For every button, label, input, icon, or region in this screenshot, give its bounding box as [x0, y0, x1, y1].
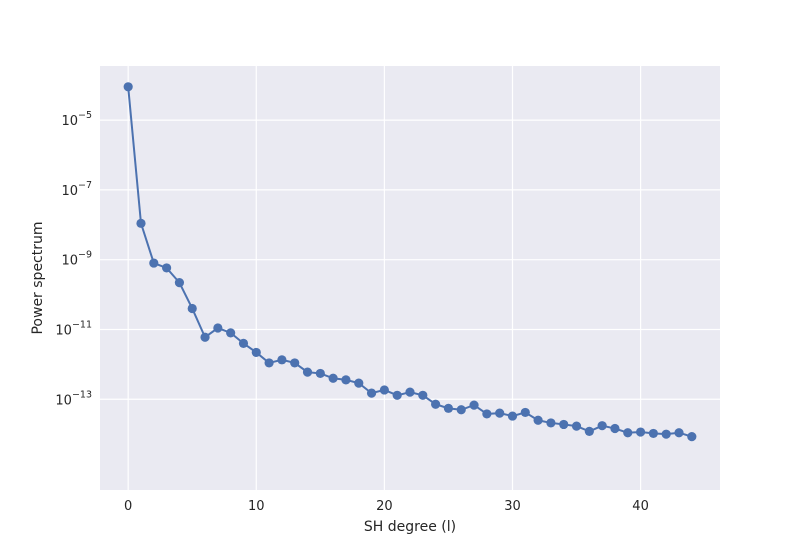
data-point	[354, 378, 364, 388]
grid	[100, 66, 720, 490]
y-tick-label: 10−9	[61, 250, 92, 269]
data-point	[251, 347, 261, 358]
data-point	[213, 323, 223, 333]
plot-area	[100, 66, 720, 490]
data-point	[238, 338, 249, 348]
x-axis-label: SH degree (l)	[364, 519, 456, 535]
data-point	[136, 218, 146, 228]
x-tick-labels: 0 10 20 30 40	[124, 499, 649, 514]
data-point	[315, 368, 325, 379]
data-point	[418, 390, 428, 400]
data-point	[264, 358, 274, 368]
data-point	[366, 388, 377, 398]
data-point	[200, 332, 210, 342]
data-point	[123, 82, 133, 92]
data-point	[533, 415, 543, 425]
data-points	[123, 82, 697, 442]
data-point	[431, 399, 441, 409]
data-point	[584, 426, 594, 437]
x-tick-label: 10	[248, 499, 265, 514]
data-point	[520, 407, 530, 418]
data-point	[661, 429, 671, 439]
data-point	[226, 328, 236, 338]
data-point	[687, 432, 697, 442]
data-point	[635, 427, 646, 437]
y-tick-labels: 10−5 10−7 10−9 10−11 10−13	[55, 110, 92, 408]
data-point	[482, 409, 492, 419]
data-point	[392, 390, 402, 400]
x-tick-label: 40	[632, 499, 649, 514]
data-point	[495, 408, 505, 418]
data-point	[149, 258, 159, 268]
x-tick-label: 0	[124, 499, 132, 514]
y-tick-label: 10−7	[61, 180, 92, 199]
data-point	[469, 400, 479, 410]
x-tick-label: 20	[376, 499, 393, 514]
data-point	[277, 355, 287, 365]
data-point	[648, 428, 658, 439]
y-axis-label: Power spectrum	[30, 221, 46, 334]
data-point	[174, 278, 185, 288]
data-point	[610, 423, 620, 434]
data-point	[328, 373, 338, 383]
data-point	[456, 405, 466, 415]
data-point	[379, 385, 389, 395]
x-tick-label: 30	[504, 499, 521, 514]
data-point	[187, 303, 197, 314]
data-point	[623, 428, 633, 438]
data-point	[443, 403, 454, 413]
data-point	[546, 418, 556, 428]
data-point	[571, 421, 582, 431]
y-tick-label: 10−5	[61, 110, 92, 129]
data-point	[290, 358, 300, 368]
y-tick-label: 10−11	[55, 319, 92, 338]
data-point	[559, 419, 569, 430]
y-tick-label: 10−13	[55, 389, 92, 408]
data-point	[302, 367, 313, 377]
data-point	[162, 263, 172, 273]
data-point	[597, 421, 607, 431]
data-point	[507, 411, 518, 421]
data-point	[674, 428, 684, 438]
data-point	[341, 375, 351, 385]
data-point	[405, 387, 415, 397]
